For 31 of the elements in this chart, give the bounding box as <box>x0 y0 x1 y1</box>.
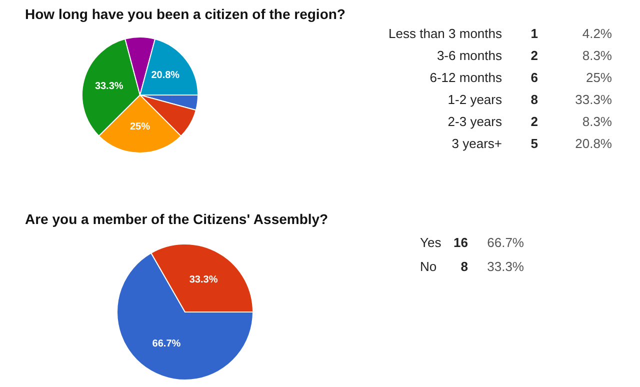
category-label: Yes <box>420 234 442 250</box>
data-label: 66.7% <box>152 338 181 350</box>
text: 33.3% <box>575 92 612 106</box>
text: 8.3% <box>582 48 612 62</box>
text: 25% <box>586 70 612 84</box>
data-label: 33.3% <box>189 274 218 286</box>
text: 1 <box>530 26 538 40</box>
text: 6 <box>530 70 538 84</box>
text: 20.8% <box>575 136 612 150</box>
category-label: 2-3 years <box>448 114 502 128</box>
text: 8.3% <box>582 114 612 128</box>
category-label: No <box>420 258 437 274</box>
category-label: Less than 3 months <box>388 26 502 40</box>
text: 2 <box>530 48 538 62</box>
category-label: 3-6 months <box>436 48 502 62</box>
category-label: 1-2 years <box>448 92 502 106</box>
category-label: 3 years+ <box>452 136 502 150</box>
text: 5 <box>530 136 538 150</box>
data-label: 20.8% <box>151 70 180 82</box>
data-label: 25% <box>130 122 150 132</box>
text: 8 <box>460 258 468 274</box>
chart-title: How long have you been a citizen of the region? <box>25 6 346 22</box>
text: 8 <box>530 92 538 106</box>
chart-title: Are you a member of the Citizens' Assembly? <box>25 211 328 227</box>
text: 66.7% <box>487 234 524 250</box>
text: 2 <box>530 114 538 128</box>
text: 33.3% <box>487 258 524 274</box>
text: 4.2% <box>582 26 612 40</box>
data-label: 33.3% <box>94 81 124 92</box>
text: 16 <box>454 234 468 250</box>
category-label: 6-12 months <box>430 70 502 84</box>
